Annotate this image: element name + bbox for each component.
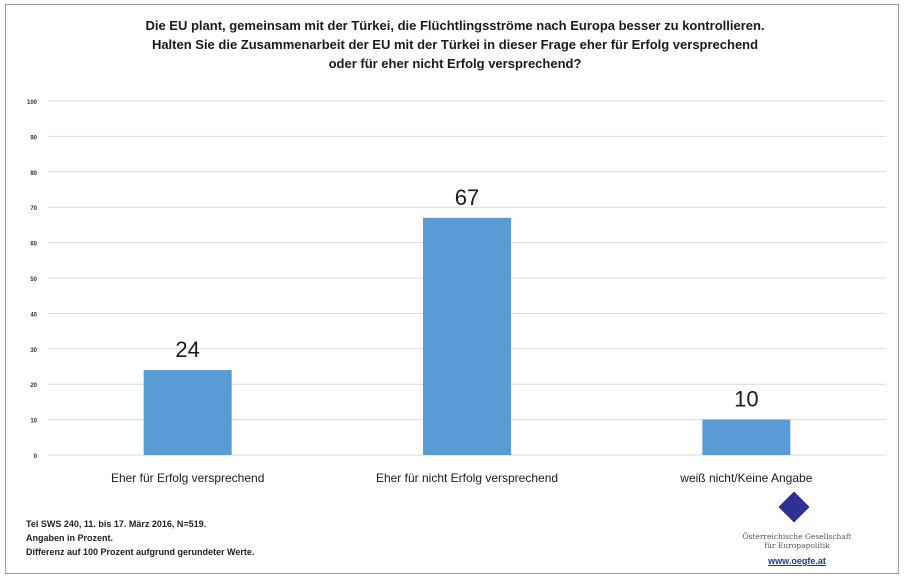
logo-name: Österreichische Gesellschaft für Europap… [712,532,882,550]
y-tick-label: 40 [30,312,37,318]
y-tick-label: 50 [30,277,37,283]
chart-title-line-1: Die EU plant, gemeinsam mit der Türkei, … [145,18,765,33]
footnote-line-2: Angaben in Prozent. [26,533,114,543]
logo-name-line-1: Österreichische Gesellschaft [742,532,852,541]
logo-url-link[interactable]: www.oegfe.at [768,556,826,566]
chart-title: Die EU plant, gemeinsam mit der Türkei, … [60,16,850,73]
data-label: 67 [455,185,479,210]
x-category-label: Eher für Erfolg versprechend [111,471,264,485]
y-tick-label: 70 [30,206,37,212]
y-tick-label: 90 [30,135,37,141]
data-label: 24 [175,337,199,362]
oegfe-logo: Österreichische Gesellschaft für Europap… [712,491,882,572]
diamond-logo-icon [778,491,810,523]
logo-name-line-2: für Europapolitik [764,541,830,550]
bar-2 [423,217,511,455]
footnote-line-3: Differenz auf 100 Prozent aufgrund gerun… [26,547,255,557]
data-label: 10 [734,387,758,412]
y-tick-label: 80 [30,171,37,177]
y-tick-label: 60 [30,242,37,248]
y-tick-label: 100 [27,100,38,106]
chart-title-line-2: Halten Sie die Zusammenarbeit der EU mit… [151,37,759,52]
y-tick-label: 30 [30,348,37,354]
y-tick-label: 0 [34,454,38,460]
x-category-label: weiß nicht/Keine Angabe [679,471,812,485]
y-tick-label: 20 [30,383,37,389]
bar-1 [143,370,232,455]
x-category-label: Eher für nicht Erfolg versprechend [376,471,558,485]
bar-3 [702,419,791,455]
footnote-line-1: Tel SWS 240, 11. bis 17. März 2016, N=51… [26,519,207,529]
footnote: Tel SWS 240, 11. bis 17. März 2016, N=51… [26,517,254,559]
chart-title-line-3: oder für eher nicht Erfolg versprechend? [328,56,582,71]
y-tick-label: 10 [30,419,37,425]
